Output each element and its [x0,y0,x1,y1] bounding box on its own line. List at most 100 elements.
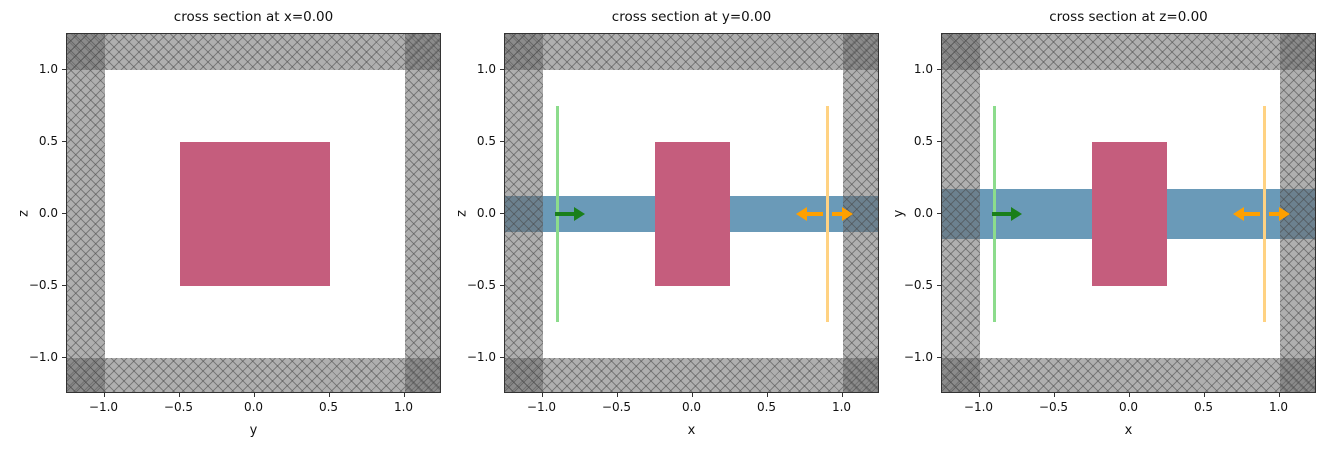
x-tick-label: 0.5 [318,400,339,414]
monitor-direction-arrow-right-head-icon [842,207,853,221]
monitor-direction-arrow-right-head-icon [1279,207,1290,221]
x-tick-label: −1.0 [963,400,994,414]
monitor-line [1263,106,1266,322]
x-tick-mark [1053,393,1055,397]
x-tick-mark [1203,393,1205,397]
y-tick-label: −1.0 [903,350,933,364]
x-tick-mark [978,393,980,397]
pml-left [942,34,980,392]
y-tick-mark [500,213,504,214]
y-tick-label: −1.0 [28,350,58,364]
y-tick-label: 0.5 [38,134,58,148]
y-tick-mark [62,285,66,286]
y-tick-label: 0.5 [913,134,933,148]
x-tick-label: −0.5 [601,400,632,414]
y-tick-mark [62,69,66,70]
plot-title: cross section at y=0.00 [611,9,772,25]
pml-left [505,34,543,392]
y-tick-label: 1.0 [476,62,496,76]
monitor-direction-arrow-left-head-icon [796,207,807,221]
y-tick-label: −0.5 [903,278,933,292]
x-tick-mark [541,393,543,397]
y-tick-mark [500,357,504,358]
axes-x-cross-section [66,33,441,393]
monitor-line [826,106,829,322]
monitor-direction-arrow-left [796,207,823,221]
monitor-direction-arrow-right [1269,207,1290,221]
x-tick-label: −1.0 [526,400,557,414]
y-tick-mark [62,357,66,358]
y-tick-label: 0.0 [38,206,58,220]
y-tick-mark [500,285,504,286]
x-tick-mark [1128,393,1130,397]
y-tick-label: −0.5 [466,278,496,292]
y-tick-label: 1.0 [913,62,933,76]
x-axis-label: y [249,423,258,438]
axes-z-cross-section [941,33,1316,393]
x-tick-label: 1.0 [831,400,852,414]
block [179,142,330,286]
monitor-direction-arrow-right-shaft [1269,212,1280,216]
plot-title: cross section at x=0.00 [173,9,334,25]
x-tick-label: −0.5 [1038,400,1069,414]
y-tick-mark [62,141,66,142]
x-tick-label: 1.0 [393,400,414,414]
monitor-direction-arrow-left [1233,207,1260,221]
source-direction-arrow-head-icon [1010,207,1022,221]
pml-top [942,34,1315,70]
x-tick-mark [328,393,330,397]
source-direction-arrow-head-icon [573,207,585,221]
x-tick-label: 0.0 [681,400,702,414]
x-tick-label: 0.0 [1118,400,1139,414]
y-tick-label: 0.5 [476,134,496,148]
y-tick-mark [937,357,941,358]
x-axis-label: x [687,423,696,438]
x-tick-label: 0.5 [756,400,777,414]
x-tick-label: 0.5 [1193,400,1214,414]
block [655,142,730,286]
pml-bottom [505,358,878,392]
y-tick-mark [62,213,66,214]
x-tick-label: 0.0 [243,400,264,414]
x-tick-label: −1.0 [88,400,119,414]
y-tick-mark [937,285,941,286]
y-tick-mark [500,141,504,142]
y-tick-label: −1.0 [466,350,496,364]
pml-left [67,34,105,392]
monitor-direction-arrow-right [832,207,853,221]
x-tick-mark [253,393,255,397]
y-tick-mark [500,69,504,70]
source-direction-arrow [991,207,1022,221]
x-tick-mark [841,393,843,397]
x-tick-mark [103,393,105,397]
source-direction-arrow-shaft [991,212,1012,216]
x-tick-mark [178,393,180,397]
block [1092,142,1167,286]
monitor-direction-arrow-left-head-icon [1233,207,1244,221]
x-tick-mark [1278,393,1280,397]
pml-bottom [942,358,1315,392]
y-tick-label: 0.0 [476,206,496,220]
source-direction-arrow-shaft [554,212,575,216]
x-tick-label: −0.5 [163,400,194,414]
source-direction-arrow [554,207,585,221]
monitor-direction-arrow-left-shaft [1243,212,1260,216]
y-tick-label: −0.5 [28,278,58,292]
plot-title: cross section at z=0.00 [1049,9,1208,25]
x-tick-mark [616,393,618,397]
x-axis-label: x [1124,423,1133,438]
pml-top [67,34,440,70]
axes-y-cross-section [504,33,879,393]
y-tick-label: 1.0 [38,62,58,76]
monitor-direction-arrow-right-shaft [832,212,843,216]
x-tick-mark [691,393,693,397]
pml-top [505,34,878,70]
y-tick-label: 0.0 [913,206,933,220]
monitor-direction-arrow-left-shaft [806,212,823,216]
x-tick-mark [403,393,405,397]
pml-bottom [67,358,440,392]
y-tick-mark [937,141,941,142]
x-tick-mark [766,393,768,397]
x-tick-label: 1.0 [1268,400,1289,414]
